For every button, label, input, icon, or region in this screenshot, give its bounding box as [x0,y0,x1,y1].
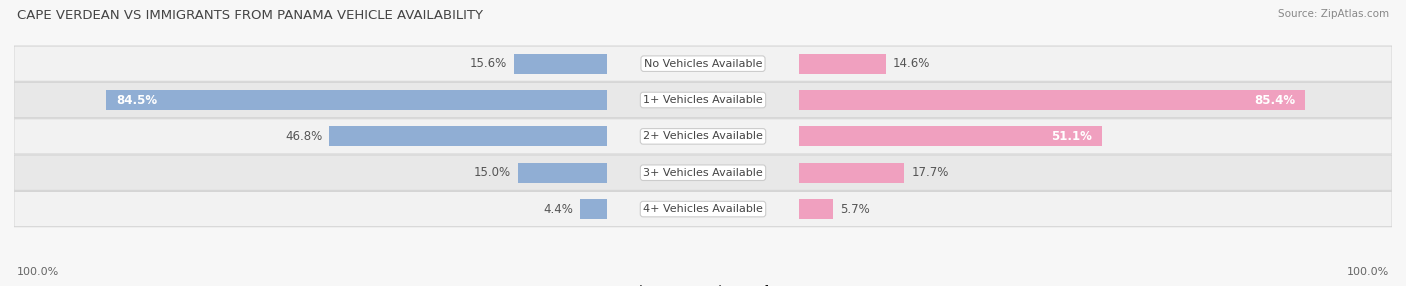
Text: CAPE VERDEAN VS IMMIGRANTS FROM PANAMA VEHICLE AVAILABILITY: CAPE VERDEAN VS IMMIGRANTS FROM PANAMA V… [17,9,482,21]
FancyBboxPatch shape [14,46,1392,81]
Bar [800,54,886,74]
Text: 3+ Vehicles Available: 3+ Vehicles Available [643,168,763,178]
Text: No Vehicles Available: No Vehicles Available [644,59,762,69]
Bar [800,90,1305,110]
FancyBboxPatch shape [14,191,1392,227]
Text: 5.7%: 5.7% [841,202,870,216]
Text: 84.5%: 84.5% [117,94,157,106]
FancyBboxPatch shape [14,119,1392,154]
Text: 100.0%: 100.0% [17,267,59,277]
Bar [517,163,606,183]
Bar [800,199,834,219]
FancyBboxPatch shape [14,155,1392,190]
Text: 4+ Vehicles Available: 4+ Vehicles Available [643,204,763,214]
Text: 2+ Vehicles Available: 2+ Vehicles Available [643,131,763,141]
Text: 17.7%: 17.7% [911,166,949,179]
Bar [581,199,606,219]
Text: 85.4%: 85.4% [1254,94,1295,106]
Bar [105,90,606,110]
Bar [515,54,606,74]
Text: Source: ZipAtlas.com: Source: ZipAtlas.com [1278,9,1389,19]
Text: 1+ Vehicles Available: 1+ Vehicles Available [643,95,763,105]
Bar [329,126,606,146]
Text: 4.4%: 4.4% [544,202,574,216]
Text: 100.0%: 100.0% [1347,267,1389,277]
FancyBboxPatch shape [14,82,1392,118]
Text: 15.6%: 15.6% [470,57,508,70]
Text: 14.6%: 14.6% [893,57,931,70]
Text: 51.1%: 51.1% [1052,130,1092,143]
Legend: Cape Verdean, Immigrants from Panama: Cape Verdean, Immigrants from Panama [560,280,846,286]
Bar [800,126,1102,146]
Text: 15.0%: 15.0% [474,166,510,179]
Text: 46.8%: 46.8% [285,130,322,143]
Bar [800,163,904,183]
